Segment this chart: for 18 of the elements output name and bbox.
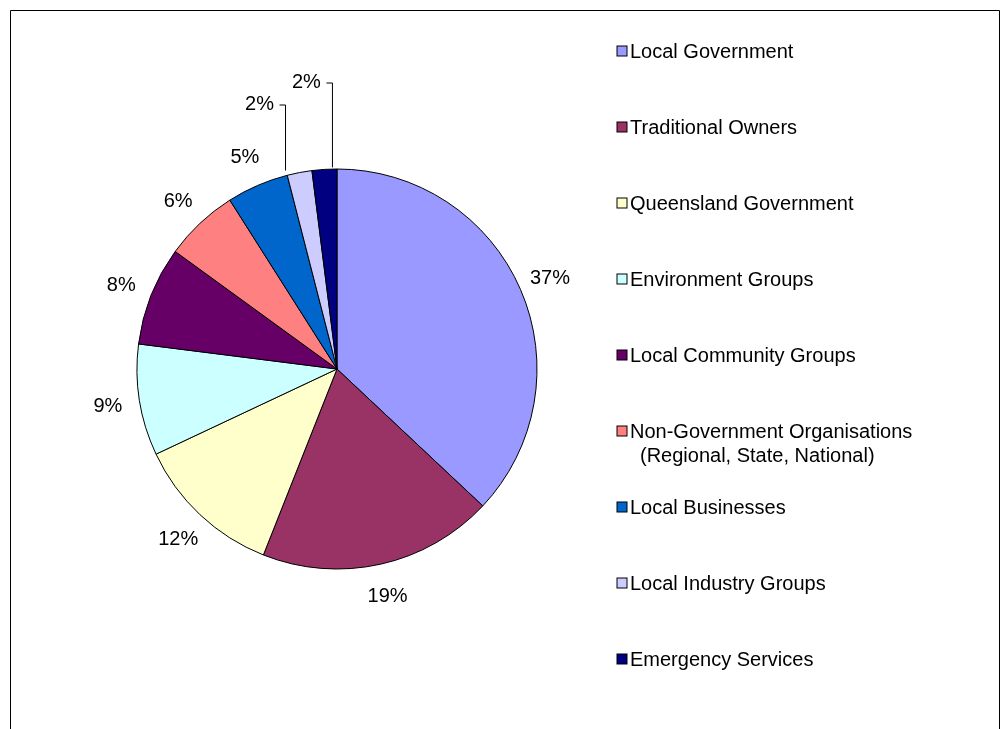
data-label: 6% <box>163 188 193 211</box>
legend-label: Environment Groups <box>630 268 814 290</box>
legend-label: Local Industry Groups <box>630 572 826 594</box>
data-label: 2% <box>291 70 322 92</box>
legend-label: Local Government <box>630 40 794 62</box>
legend-label: Emergency Services <box>630 648 814 670</box>
data-label: 9% <box>93 394 123 417</box>
legend-label: Non-Government Organisations (Regional, State, National) <box>630 420 913 466</box>
data-label: 2% <box>245 92 275 114</box>
data-label: 37% <box>529 265 571 288</box>
data-label: 19% <box>367 584 408 607</box>
legend-label: Local Community Groups <box>630 344 856 366</box>
legend-label: Queensland Government <box>630 192 854 214</box>
data-label: 5% <box>230 145 260 168</box>
legend-label: Traditional Owners <box>630 116 798 138</box>
data-label: 8% <box>106 272 136 295</box>
data-label: 12% <box>158 527 199 550</box>
legend-label: Local Businesses <box>630 496 786 518</box>
